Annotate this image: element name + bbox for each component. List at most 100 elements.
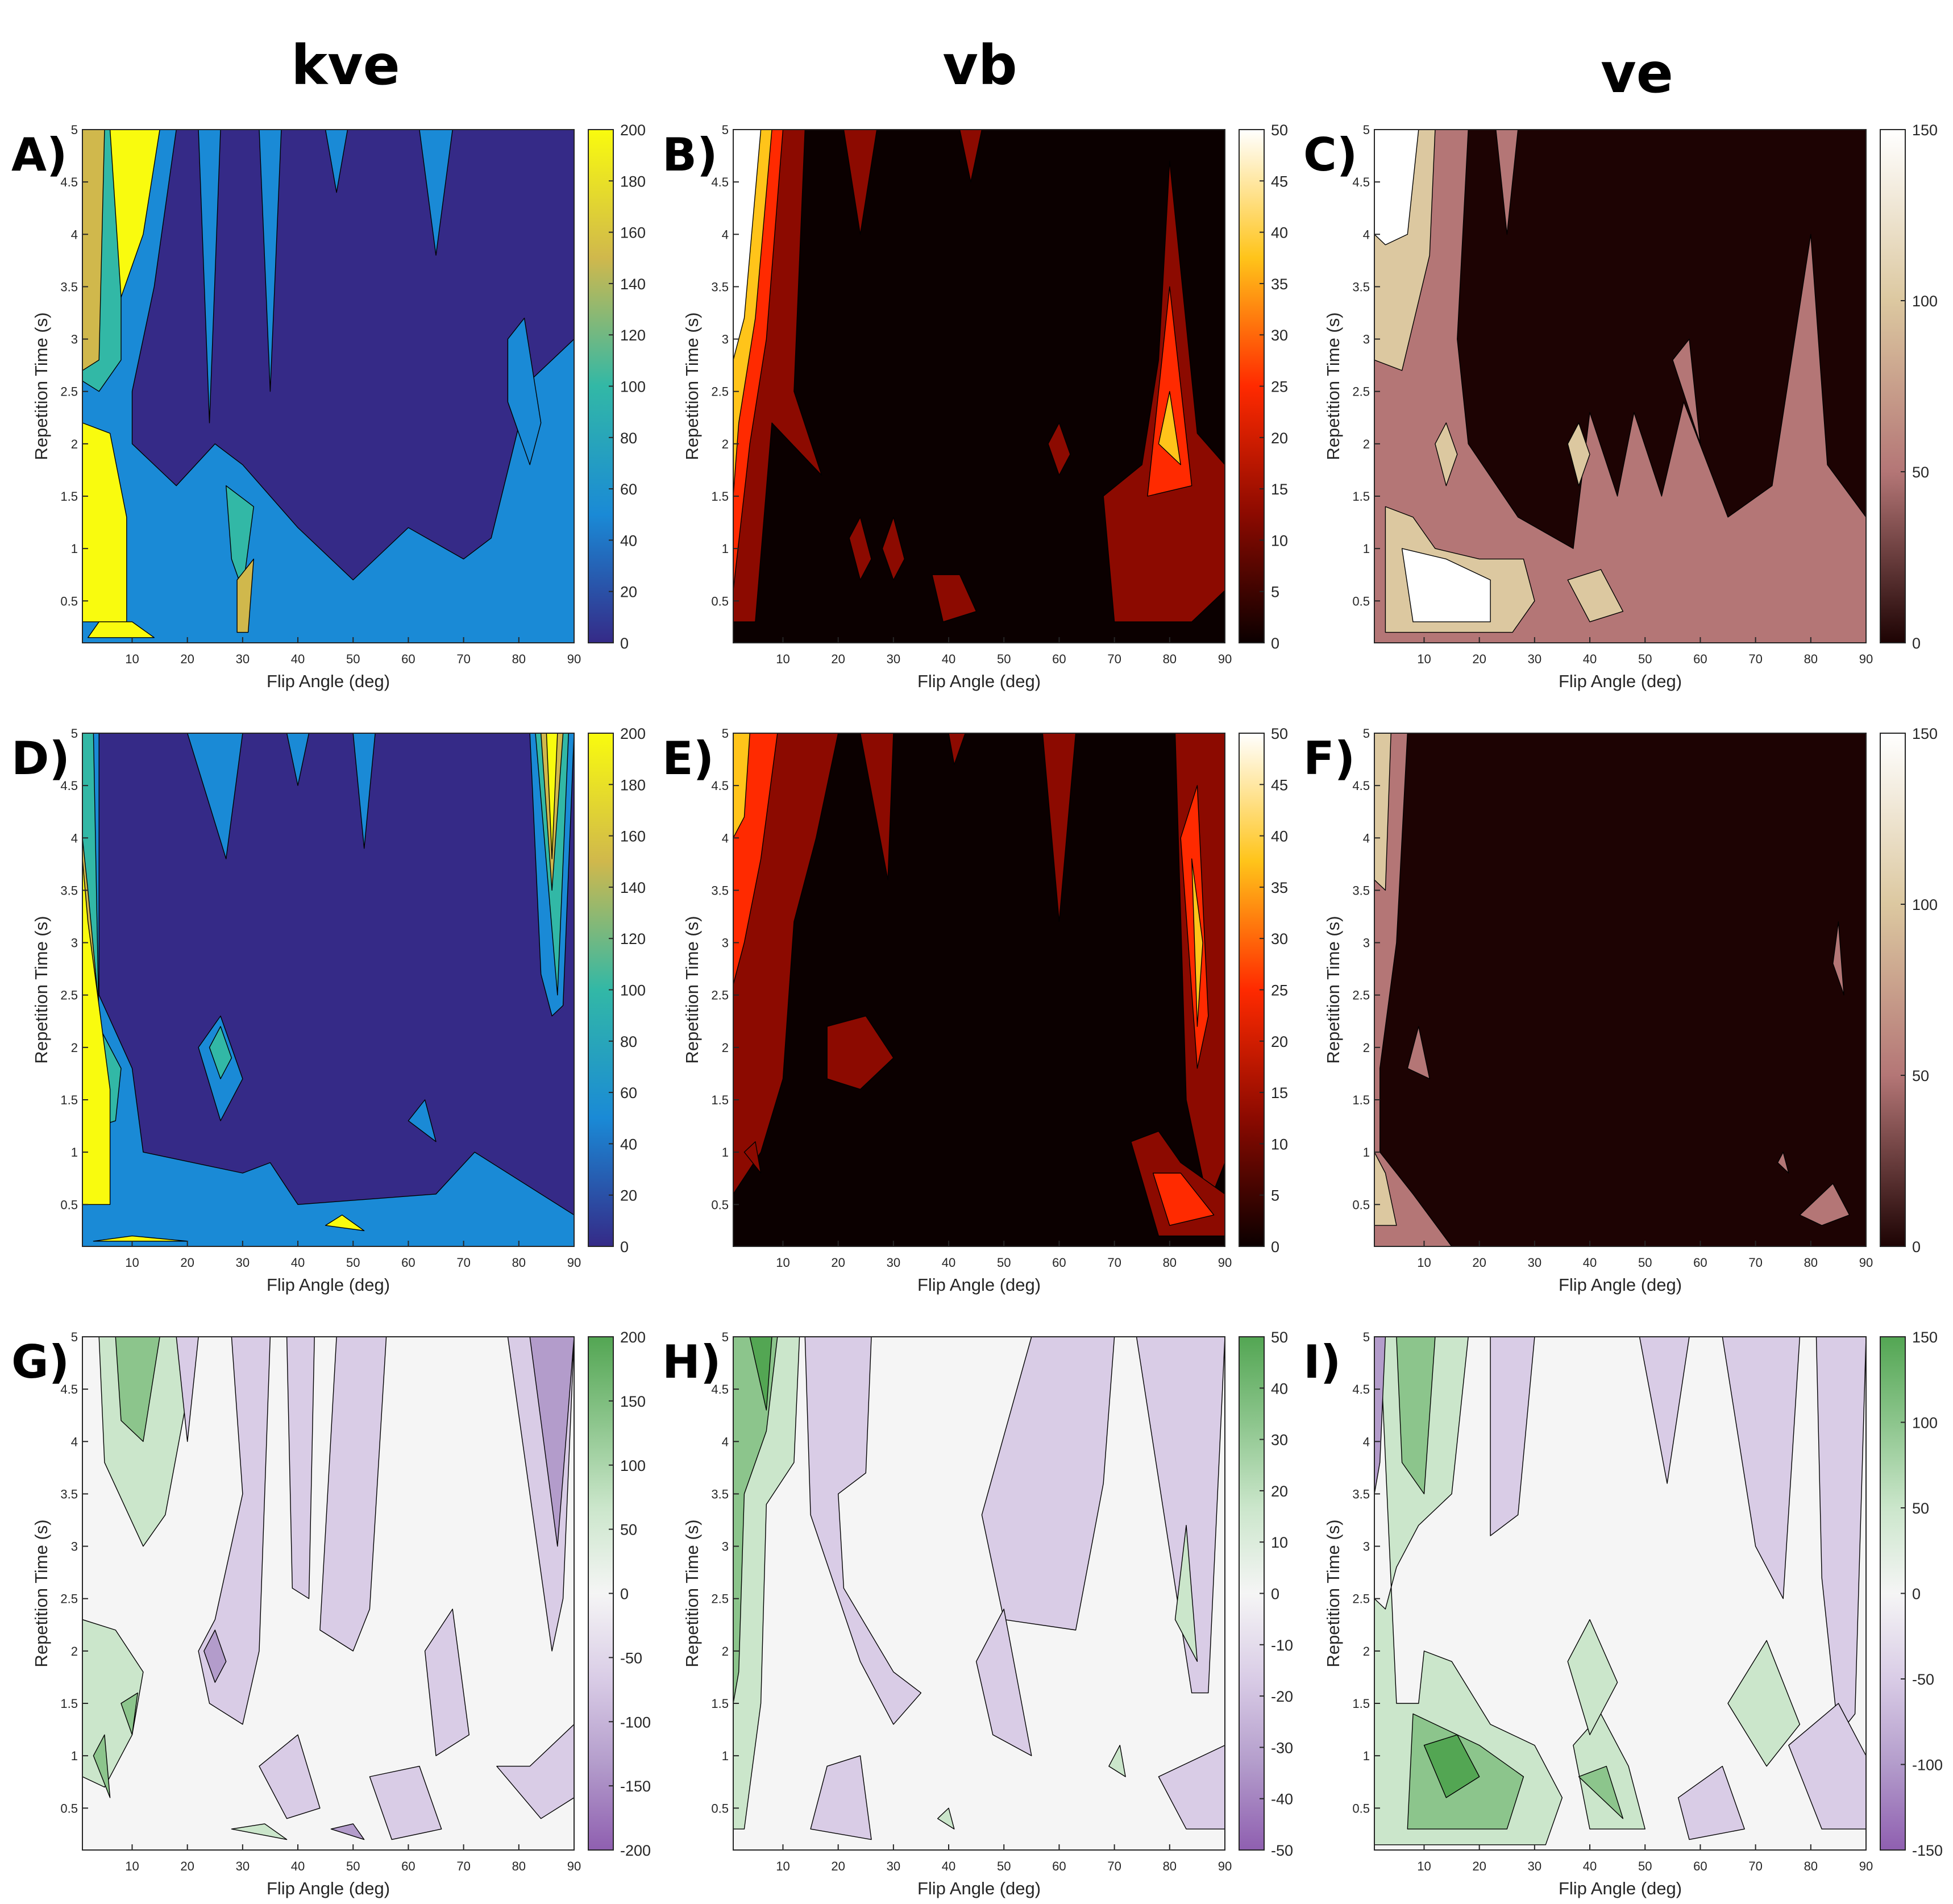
y-tick-label: 3 — [71, 332, 78, 347]
contour-region — [408, 1099, 437, 1142]
x-tick-label: 80 — [512, 652, 526, 666]
contour-region — [743, 1141, 762, 1174]
colorbar-tick-label: 45 — [1271, 173, 1288, 190]
y-tick-label: 4 — [71, 227, 78, 242]
y-tick-label: 1 — [71, 542, 78, 556]
panel-d: D)10 20 30 40 50 60 70 80 900.511.522.533.544.55… — [11, 725, 646, 1295]
x-axis-label: Flip Angle (deg) — [267, 671, 390, 691]
y-tick-label: 2.5 — [711, 385, 729, 399]
contour-region — [1727, 1640, 1801, 1767]
x-axis-label: Flip Angle (deg) — [917, 671, 1041, 691]
x-axis-label: Flip Angle (deg) — [267, 1878, 390, 1898]
y-tick-label: 3.5 — [60, 1487, 78, 1501]
contour-region — [1567, 569, 1624, 622]
colorbar-tick-label: 40 — [1271, 225, 1288, 242]
y-tick-label: 1.5 — [711, 1093, 729, 1107]
x-axis-label: Flip Angle (deg) — [917, 1878, 1041, 1898]
colorbar-tick-label: 35 — [1271, 879, 1288, 896]
contour-region — [259, 1734, 321, 1819]
contour-region — [749, 1337, 772, 1411]
contour-region — [1396, 1337, 1436, 1495]
y-tick-label: 1 — [1363, 542, 1370, 556]
x-tick-label: 70 — [1748, 652, 1762, 666]
colorbar-tick-label: 0 — [620, 635, 629, 652]
colorbar-tick-label: -100 — [1912, 1757, 1943, 1774]
contour-region — [198, 130, 221, 423]
x-axis-label: Flip Angle (deg) — [917, 1275, 1041, 1295]
contour-region — [1677, 1765, 1745, 1840]
y-tick-label: 0.5 — [711, 1198, 729, 1212]
x-tick-label: 80 — [1163, 1256, 1177, 1270]
contour-region — [419, 130, 453, 256]
x-tick-label: 70 — [1748, 1256, 1762, 1270]
x-tick-label: 90 — [1859, 652, 1873, 666]
y-tick-label: 2 — [722, 1041, 729, 1055]
contour-region — [1158, 1745, 1225, 1830]
x-tick-label: 10 — [776, 1256, 789, 1270]
y-tick-label: 0.5 — [1352, 594, 1370, 608]
x-axis-label: Flip Angle (deg) — [267, 1275, 390, 1295]
colorbar-tick-label: -30 — [1271, 1739, 1293, 1756]
y-tick-label: 2.5 — [1352, 988, 1370, 1003]
colorbar-tick-label: -20 — [1271, 1688, 1293, 1705]
y-tick-label: 5 — [1363, 726, 1370, 741]
colorbar-tick-label: 20 — [1271, 1483, 1288, 1500]
colorbar-tick-label: 50 — [1912, 1067, 1929, 1084]
colorbar-tick-label: 100 — [1912, 293, 1938, 310]
colorbar-tick-label: 120 — [620, 327, 646, 344]
contour-region — [1108, 1745, 1126, 1777]
colorbar-tick-label: 150 — [1912, 122, 1938, 139]
x-tick-label: 30 — [1528, 652, 1541, 666]
colorbar-tick-label: 150 — [620, 1393, 646, 1410]
panel-label: G) — [11, 1336, 69, 1388]
colorbar-tick-label: 160 — [620, 828, 646, 845]
colorbar-tick-label: 150 — [1912, 1329, 1938, 1346]
x-tick-label: 20 — [180, 652, 194, 666]
x-tick-label: 80 — [1804, 1859, 1818, 1873]
contour-region — [1401, 548, 1491, 622]
contour-region — [115, 1337, 160, 1442]
y-tick-label: 4 — [71, 831, 78, 845]
contour-region — [1153, 1173, 1215, 1226]
colorbar-tick-label: -100 — [620, 1714, 651, 1731]
colorbar-tick-label: 0 — [1271, 1238, 1279, 1256]
colorbar-tick-label: 150 — [1912, 725, 1938, 742]
x-tick-label: 20 — [180, 1256, 194, 1270]
y-tick-label: 1.5 — [60, 1697, 78, 1711]
colorbar-tick-label: -50 — [1912, 1671, 1934, 1688]
y-tick-label: 0.5 — [1352, 1801, 1370, 1815]
y-tick-label: 3 — [1363, 936, 1370, 950]
y-tick-label: 2 — [71, 1041, 78, 1055]
y-tick-label: 2.5 — [60, 1592, 78, 1606]
x-tick-label: 10 — [776, 652, 789, 666]
contour-region — [1374, 130, 1419, 246]
contour-regions — [82, 1337, 574, 1840]
colorbar-tick-label: -10 — [1271, 1637, 1293, 1654]
contour-region — [975, 1608, 1032, 1756]
y-axis-label: Repetition Time (s) — [1323, 1519, 1343, 1667]
x-tick-label: 90 — [1218, 652, 1232, 666]
colorbar-tick-label: 50 — [1271, 725, 1288, 742]
y-tick-label: 3.5 — [711, 280, 729, 294]
y-tick-label: 2 — [1363, 1644, 1370, 1658]
colorbar-tick-label: 40 — [620, 1136, 637, 1153]
y-tick-label: 0.5 — [711, 594, 729, 608]
panel-label: H) — [662, 1336, 721, 1388]
panel-g: G)10 20 30 40 50 60 70 80 900.511.522.533.544.55… — [11, 1329, 651, 1898]
colorbar-tick-label: 140 — [620, 276, 646, 293]
x-tick-label: 70 — [456, 652, 470, 666]
x-tick-label: 60 — [1693, 1256, 1707, 1270]
y-tick-label: 2.5 — [60, 988, 78, 1003]
x-tick-label: 20 — [831, 1256, 845, 1270]
x-tick-label: 40 — [1583, 652, 1597, 666]
x-tick-label: 40 — [942, 652, 955, 666]
colorbar-tick-label: 180 — [620, 776, 646, 793]
contour-region — [849, 517, 872, 581]
y-tick-label: 0.5 — [60, 1198, 78, 1212]
axes-box — [733, 1336, 1225, 1851]
x-tick-label: 30 — [887, 1256, 900, 1270]
y-tick-label: 5 — [71, 123, 78, 137]
y-axis-label: Repetition Time (s) — [682, 1519, 702, 1667]
contour-region — [529, 1337, 574, 1547]
x-tick-label: 90 — [1218, 1859, 1232, 1873]
